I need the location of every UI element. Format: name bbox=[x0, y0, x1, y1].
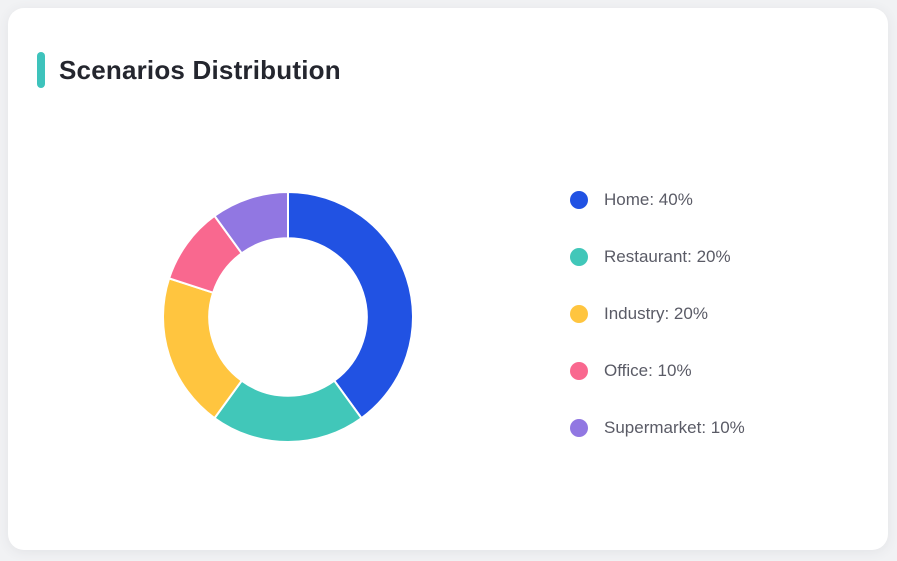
legend-dot-supermarket bbox=[570, 419, 588, 437]
legend-dot-restaurant bbox=[570, 248, 588, 266]
legend-item-supermarket[interactable]: Supermarket: 10% bbox=[570, 418, 745, 437]
legend-dot-industry bbox=[570, 305, 588, 323]
donut-slice-restaurant[interactable] bbox=[213, 379, 363, 443]
donut-chart bbox=[162, 190, 414, 443]
legend-label: Supermarket: 10% bbox=[604, 418, 745, 437]
legend-label: Restaurant: 20% bbox=[604, 247, 731, 266]
donut-slice-industry[interactable] bbox=[162, 277, 244, 420]
title-accent-bar bbox=[37, 52, 45, 88]
legend-item-industry[interactable]: Industry: 20% bbox=[570, 304, 745, 323]
page-title: Scenarios Distribution bbox=[59, 54, 341, 85]
legend-label: Office: 10% bbox=[604, 361, 692, 380]
scenarios-distribution-card: Scenarios Distribution Home: 40% Restaura… bbox=[8, 8, 888, 550]
legend-label: Industry: 20% bbox=[604, 304, 708, 323]
donut-slice-home[interactable] bbox=[287, 190, 414, 420]
legend-dot-home bbox=[570, 191, 588, 209]
legend-item-office[interactable]: Office: 10% bbox=[570, 361, 745, 380]
legend-item-restaurant[interactable]: Restaurant: 20% bbox=[570, 247, 745, 266]
legend: Home: 40% Restaurant: 20% Industry: 20% Off… bbox=[570, 190, 745, 437]
card-header: Scenarios Distribution bbox=[37, 52, 341, 88]
donut-slice-supermarket[interactable] bbox=[213, 190, 289, 255]
chart-area: Home: 40% Restaurant: 20% Industry: 20% Off… bbox=[8, 8, 888, 550]
legend-item-home[interactable]: Home: 40% bbox=[570, 190, 745, 209]
legend-dot-office bbox=[570, 362, 588, 380]
legend-label: Home: 40% bbox=[604, 190, 693, 209]
